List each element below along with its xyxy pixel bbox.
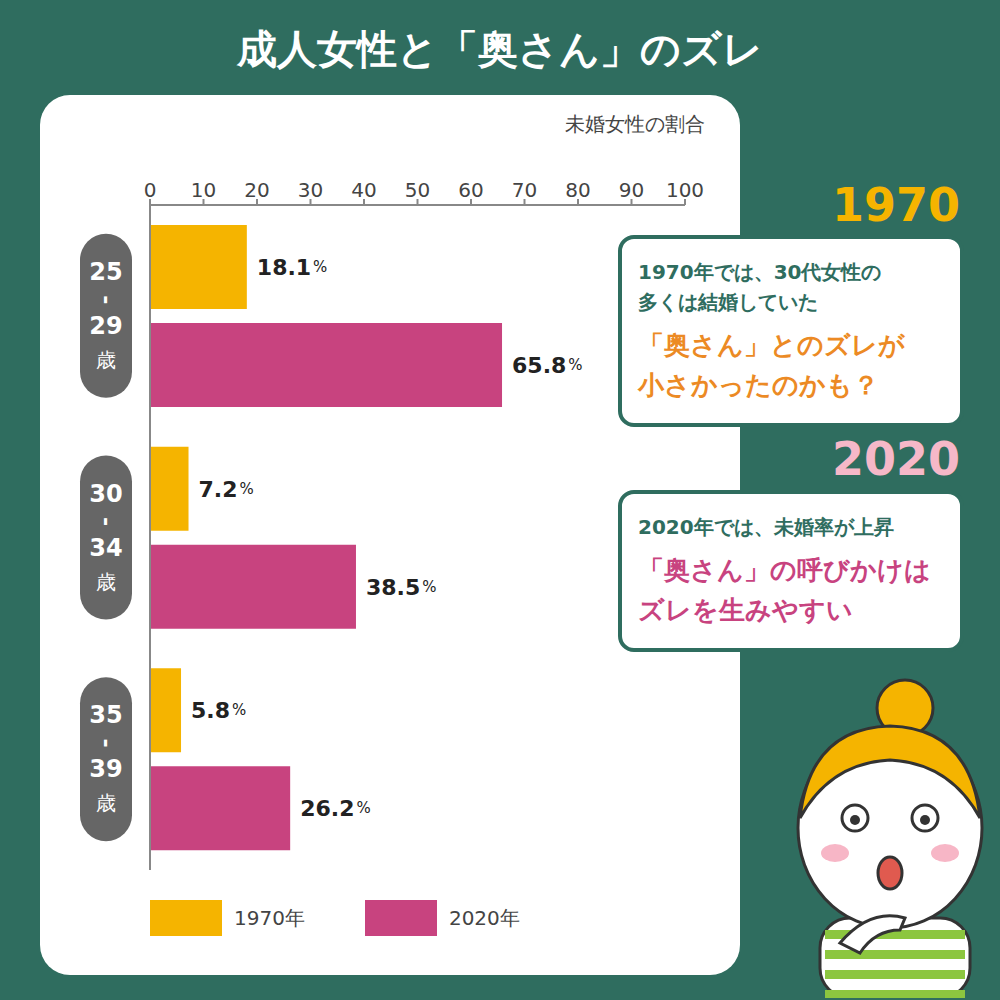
svg-text:0: 0 (144, 178, 157, 202)
svg-text:70: 70 (512, 178, 537, 202)
svg-text:40: 40 (351, 178, 376, 202)
svg-text:歳: 歳 (96, 570, 116, 594)
svg-text:-: - (94, 295, 119, 304)
html-text:「奥さん」とのズレが: 「奥さん」とのズレが (638, 330, 905, 360)
svg-text:5.8%: 5.8% (191, 698, 246, 723)
svg-text:-: - (94, 739, 119, 748)
html-text:成人女性と「奥さん」のズレ: 成人女性と「奥さん」のズレ (237, 26, 763, 72)
svg-text:60: 60 (458, 178, 483, 202)
html-text:1970年では、30代女性の: 1970年では、30代女性の (638, 260, 882, 284)
svg-text:26.2%: 26.2% (300, 796, 371, 821)
svg-text:38.5%: 38.5% (366, 574, 437, 599)
svg-text:30: 30 (89, 480, 122, 508)
svg-text:20: 20 (244, 178, 269, 202)
svg-text:29: 29 (89, 312, 122, 340)
svg-text:80: 80 (565, 178, 590, 202)
html-text:ズレを生みやすい: ズレを生みやすい (638, 595, 853, 625)
svg-text:30: 30 (298, 178, 323, 202)
html-text:2020年: 2020年 (448, 905, 520, 930)
svg-text:90: 90 (619, 178, 644, 202)
svg-text:7.2%: 7.2% (199, 476, 254, 501)
html-text:2020年では、未婚率が上昇: 2020年では、未婚率が上昇 (638, 515, 894, 539)
svg-text:39: 39 (89, 755, 122, 783)
svg-text:歳: 歳 (96, 791, 116, 815)
html-text:多くは結婚していた: 多くは結婚していた (638, 290, 818, 314)
svg-text:35: 35 (89, 701, 122, 729)
html-text:1970: 1970 (832, 178, 960, 232)
svg-text:100: 100 (666, 178, 704, 202)
svg-text:歳: 歳 (96, 348, 116, 372)
svg-text:-: - (94, 517, 119, 526)
svg-text:34: 34 (89, 534, 122, 562)
html-text:「奥さん」の呼びかけは: 「奥さん」の呼びかけは (638, 555, 931, 585)
svg-text:18.1%: 18.1% (257, 255, 328, 280)
html-text:2020: 2020 (832, 432, 960, 486)
svg-text:10: 10 (191, 178, 216, 202)
html-text:1970年: 1970年 (234, 905, 305, 930)
html-text:未婚女性の割合: 未婚女性の割合 (565, 112, 705, 136)
svg-text:25: 25 (89, 258, 122, 286)
svg-text:50: 50 (405, 178, 430, 202)
svg-text:65.8%: 65.8% (512, 353, 583, 378)
html-text:小さかったのかも？: 小さかったのかも？ (638, 370, 879, 400)
